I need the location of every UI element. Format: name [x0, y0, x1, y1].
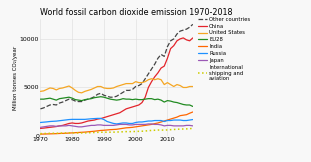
Text: World fossil carbon dioxide emission 1970-2018: World fossil carbon dioxide emission 197… — [40, 8, 233, 17]
Legend: Other countries, China, United States, EU28, India, Russia, Japan, International: Other countries, China, United States, E… — [197, 16, 251, 82]
Y-axis label: Million tonnes CO₂/year: Million tonnes CO₂/year — [13, 46, 18, 110]
